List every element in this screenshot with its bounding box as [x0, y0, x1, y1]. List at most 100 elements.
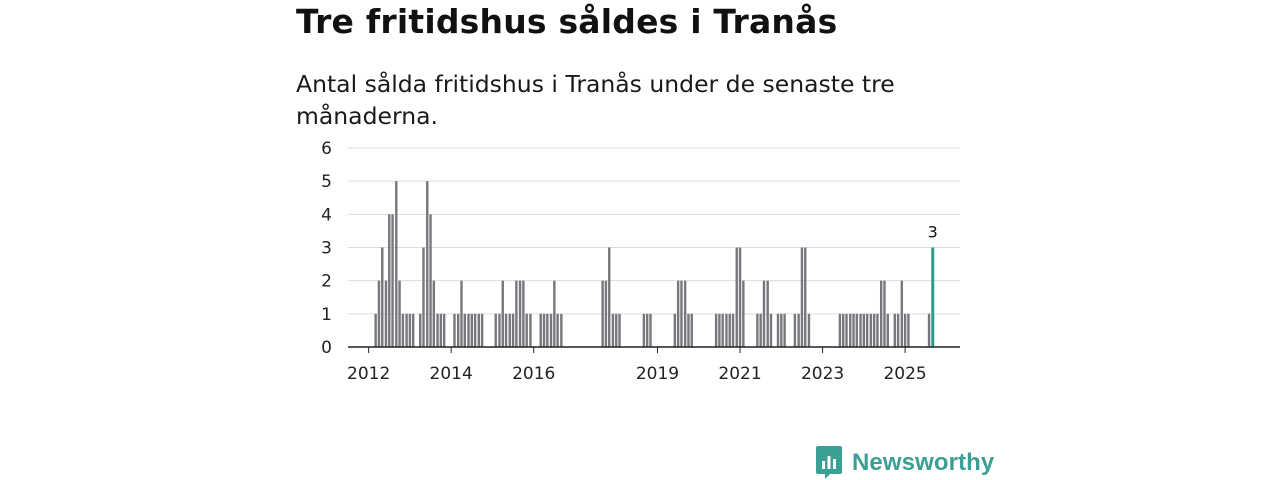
- bar: [680, 280, 683, 347]
- bar: [604, 280, 608, 347]
- data-label: 3: [928, 223, 938, 242]
- bar: [480, 313, 484, 347]
- bar: [477, 313, 481, 347]
- gridlines: [348, 147, 960, 315]
- bar: [896, 313, 900, 347]
- bar: [645, 313, 649, 347]
- bar: [408, 313, 412, 347]
- bar: [515, 280, 518, 347]
- bar: [838, 313, 842, 347]
- bar: [783, 313, 786, 347]
- bar: [893, 313, 897, 347]
- bar: [391, 214, 394, 347]
- bar: [762, 280, 766, 347]
- bar: [426, 181, 429, 347]
- bar: [642, 313, 646, 347]
- bar: [615, 313, 618, 347]
- bar: [611, 313, 615, 347]
- bar: [807, 313, 811, 347]
- bar: [690, 313, 693, 347]
- labels: 0 1 2 3 4 5 6 3 2012 2014 2016 2019 2021 2023 2025: [321, 139, 938, 384]
- bar: [804, 247, 807, 347]
- y-tick-label: 2: [321, 272, 332, 292]
- y-tick-label: 5: [321, 172, 332, 192]
- bar: [728, 313, 731, 347]
- bar: [776, 313, 780, 347]
- bar: [900, 280, 904, 347]
- bar: [869, 313, 873, 347]
- bar-highlight: [931, 247, 935, 347]
- bar: [842, 313, 845, 347]
- bar: [508, 313, 511, 347]
- bar: [865, 313, 869, 347]
- bar: [504, 313, 508, 347]
- bar: [546, 313, 549, 347]
- bar: [436, 313, 439, 347]
- bar-chart: 0 1 2 3 4 5 6 3 2012 2014 2016 2019 2021 2023 2025: [321, 139, 960, 384]
- bar: [849, 313, 852, 347]
- bar: [673, 313, 677, 347]
- bar: [683, 280, 687, 347]
- bar: [907, 313, 910, 347]
- bar: [797, 313, 800, 347]
- bar: [529, 313, 532, 347]
- bar: [553, 280, 556, 347]
- bar: [470, 313, 474, 347]
- bar: [556, 313, 559, 347]
- bar: [855, 313, 859, 347]
- bar: [460, 280, 463, 347]
- axes: [348, 346, 960, 353]
- bar: [879, 280, 883, 347]
- bar: [467, 313, 470, 347]
- bar: [883, 280, 886, 347]
- bar: [608, 247, 611, 347]
- bar: [721, 313, 724, 347]
- bar: [845, 313, 848, 347]
- bar: [769, 313, 773, 347]
- y-tick-label: 1: [321, 305, 332, 325]
- y-tick-label: 0: [321, 338, 332, 358]
- bar: [374, 313, 377, 347]
- chart-subtitle: Antal sålda fritidshus i Tranås under de…: [296, 70, 895, 130]
- bar: [927, 313, 931, 347]
- bar: [501, 280, 504, 347]
- bar: [687, 313, 690, 347]
- bar: [872, 313, 876, 347]
- bar: [793, 313, 797, 347]
- bar: [525, 313, 528, 347]
- bar: [442, 313, 446, 347]
- brand-logo: Newsworthy: [816, 446, 994, 480]
- y-tick-label: 4: [321, 205, 332, 225]
- bar: [714, 313, 718, 347]
- bar: [560, 313, 563, 347]
- bar: [759, 313, 762, 347]
- x-tick-label: 2014: [430, 364, 473, 384]
- bar: [377, 280, 381, 347]
- bar: [676, 280, 680, 347]
- bar: [518, 280, 522, 347]
- bar: [463, 313, 466, 347]
- chart-title: Tre fritidshus såldes i Tranås: [296, 2, 838, 41]
- bar: [405, 313, 408, 347]
- bars: [374, 181, 935, 347]
- bar: [473, 313, 477, 347]
- bar: [453, 313, 456, 347]
- x-tick-label: 2016: [512, 364, 555, 384]
- bar: [618, 313, 621, 347]
- y-tick-label: 3: [321, 239, 332, 259]
- newsworthy-logo-icon: [816, 446, 842, 479]
- bar: [511, 313, 515, 347]
- bar: [494, 313, 497, 347]
- bar: [756, 313, 759, 347]
- brand-name: Newsworthy: [852, 449, 995, 476]
- bar: [498, 313, 501, 347]
- bar: [395, 181, 398, 347]
- bar: [852, 313, 855, 347]
- x-tick-label: 2023: [801, 364, 844, 384]
- bar: [601, 280, 604, 347]
- x-tick-label: 2012: [347, 364, 390, 384]
- bar: [542, 313, 546, 347]
- bar: [439, 313, 443, 347]
- x-tick-label: 2021: [718, 364, 761, 384]
- bar: [876, 313, 879, 347]
